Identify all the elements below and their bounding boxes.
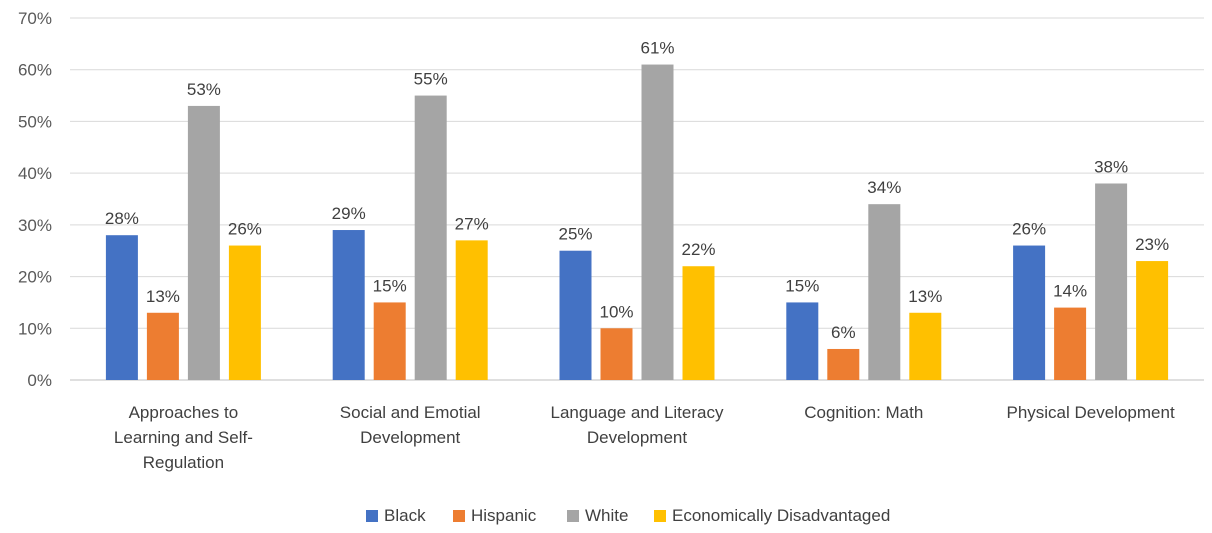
- data-label: 10%: [599, 302, 633, 321]
- bar-hispanic: [600, 328, 633, 380]
- bar-white: [868, 204, 901, 380]
- legend-swatch-economically-disadvantaged: [654, 510, 666, 522]
- bar-black: [559, 250, 592, 380]
- category-label: Language and Literacy: [551, 403, 724, 422]
- category-label: Social and Emotial: [340, 403, 481, 422]
- y-tick-label: 50%: [18, 112, 52, 131]
- data-label: 28%: [105, 209, 139, 228]
- bar-economically-disadvantaged: [682, 266, 715, 380]
- data-label: 53%: [187, 80, 221, 99]
- bar-black: [1013, 245, 1046, 380]
- bar-hispanic: [373, 302, 406, 380]
- data-label: 29%: [332, 204, 366, 223]
- legend-label: Hispanic: [471, 506, 537, 525]
- bar-economically-disadvantaged: [455, 240, 488, 380]
- bar-economically-disadvantaged: [909, 312, 942, 380]
- data-label: 6%: [831, 323, 856, 342]
- bar-white: [1095, 183, 1128, 380]
- bar-hispanic: [146, 312, 179, 380]
- y-tick-label: 30%: [18, 216, 52, 235]
- bar-hispanic: [827, 348, 860, 380]
- y-axis-ticks: 0% 10% 20% 30% 40% 50% 60% 70%: [18, 9, 52, 390]
- bar-white: [641, 64, 674, 381]
- y-tick-label: 10%: [18, 319, 52, 338]
- data-label: 55%: [414, 70, 448, 89]
- data-label: 13%: [146, 287, 180, 306]
- data-label: 15%: [373, 276, 407, 295]
- data-label: 61%: [640, 39, 674, 58]
- bar-black: [786, 302, 819, 380]
- data-label: 26%: [228, 220, 262, 239]
- data-label: 15%: [785, 276, 819, 295]
- legend-swatch-black: [366, 510, 378, 522]
- data-label: 23%: [1135, 235, 1169, 254]
- bar-white: [414, 95, 447, 381]
- category-label: Regulation: [143, 453, 224, 472]
- data-label: 27%: [455, 214, 489, 233]
- bar-economically-disadvantaged: [1136, 261, 1169, 380]
- data-label: 13%: [908, 287, 942, 306]
- bar-black: [332, 230, 365, 380]
- category-label: Development: [360, 428, 460, 447]
- y-tick-label: 40%: [18, 164, 52, 183]
- legend-label: Economically Disadvantaged: [672, 506, 890, 525]
- data-label: 14%: [1053, 282, 1087, 301]
- category-label: Development: [587, 428, 687, 447]
- category-label: Approaches to: [129, 403, 239, 422]
- data-labels: 28% 13% 53% 26% 29% 15% 55% 27% 25% 10% 61% 22% 15% 6…: [105, 39, 1169, 342]
- data-label: 26%: [1012, 220, 1046, 239]
- data-label: 22%: [681, 240, 715, 259]
- category-label: Learning and Self-: [114, 428, 253, 447]
- legend-label: White: [585, 506, 628, 525]
- data-label: 25%: [558, 225, 592, 244]
- category-label: Physical Development: [1006, 403, 1174, 422]
- data-label: 38%: [1094, 157, 1128, 176]
- y-tick-label: 20%: [18, 268, 52, 287]
- bar-white: [187, 105, 220, 381]
- bars: [105, 64, 1169, 381]
- bar-hispanic: [1054, 307, 1087, 380]
- x-axis-categories: Approaches to Learning and Self- Regulatio…: [114, 403, 1175, 472]
- y-tick-label: 70%: [18, 9, 52, 28]
- legend-label: Black: [384, 506, 426, 525]
- y-tick-label: 60%: [18, 61, 52, 80]
- category-label: Cognition: Math: [804, 403, 923, 422]
- legend: Black Hispanic White Economically Disadvant…: [366, 506, 890, 525]
- y-tick-label: 0%: [27, 371, 52, 390]
- data-label: 34%: [867, 178, 901, 197]
- bar-black: [105, 235, 138, 380]
- bar-economically-disadvantaged: [228, 245, 261, 380]
- legend-swatch-white: [567, 510, 579, 522]
- legend-swatch-hispanic: [453, 510, 465, 522]
